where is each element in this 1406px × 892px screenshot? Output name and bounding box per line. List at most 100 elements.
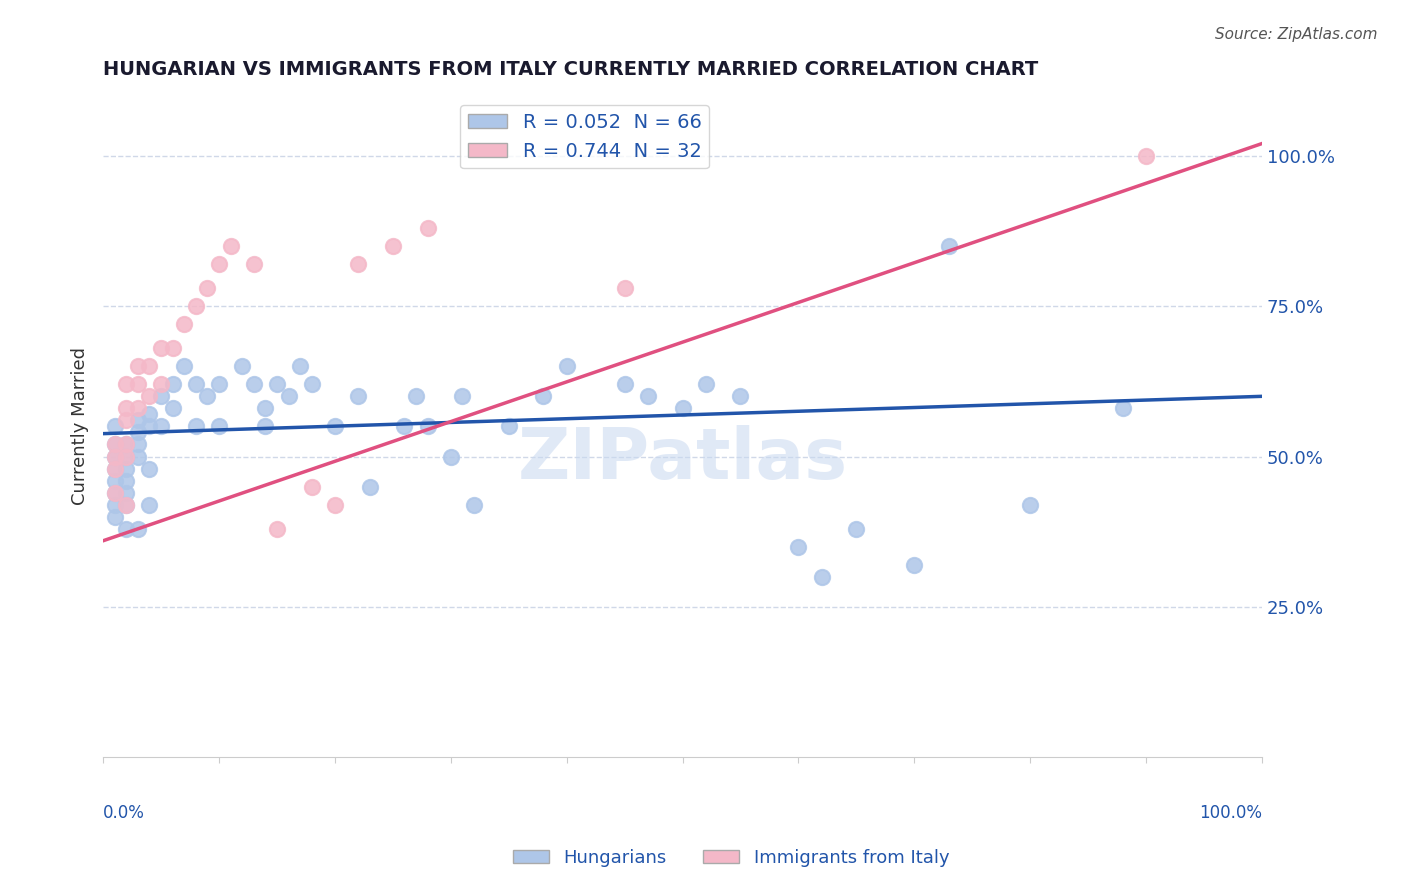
Point — [208, 257, 231, 271]
Point — [555, 359, 578, 374]
Point — [138, 389, 160, 403]
Text: HUNGARIAN VS IMMIGRANTS FROM ITALY CURRENTLY MARRIED CORRELATION CHART: HUNGARIAN VS IMMIGRANTS FROM ITALY CURRE… — [103, 60, 1039, 78]
Point — [845, 522, 868, 536]
Point — [938, 239, 960, 253]
Point — [127, 522, 149, 536]
Point — [115, 498, 138, 512]
Point — [1135, 148, 1157, 162]
Point — [115, 401, 138, 416]
Point — [288, 359, 311, 374]
Point — [208, 419, 231, 434]
Point — [301, 480, 323, 494]
Point — [323, 419, 346, 434]
Point — [138, 461, 160, 475]
Point — [138, 498, 160, 512]
Point — [208, 377, 231, 392]
Point — [405, 389, 427, 403]
Point — [184, 377, 207, 392]
Point — [115, 485, 138, 500]
Point — [104, 461, 127, 475]
Point — [127, 377, 149, 392]
Y-axis label: Currently Married: Currently Married — [72, 347, 89, 506]
Point — [104, 437, 127, 451]
Point — [613, 281, 636, 295]
Point — [347, 257, 370, 271]
Point — [637, 389, 659, 403]
Point — [127, 359, 149, 374]
Point — [150, 341, 173, 355]
Legend: Hungarians, Immigrants from Italy: Hungarians, Immigrants from Italy — [506, 842, 956, 874]
Point — [127, 425, 149, 440]
Point — [104, 485, 127, 500]
Point — [150, 389, 173, 403]
Point — [115, 461, 138, 475]
Point — [1019, 498, 1042, 512]
Point — [127, 401, 149, 416]
Point — [104, 474, 127, 488]
Point — [138, 359, 160, 374]
Point — [104, 498, 127, 512]
Point — [115, 474, 138, 488]
Point — [115, 450, 138, 464]
Point — [242, 377, 264, 392]
Point — [115, 413, 138, 427]
Point — [394, 419, 416, 434]
Point — [104, 450, 127, 464]
Point — [104, 450, 127, 464]
Point — [127, 450, 149, 464]
Point — [115, 437, 138, 451]
Text: 100.0%: 100.0% — [1199, 804, 1263, 822]
Point — [104, 419, 127, 434]
Point — [266, 377, 288, 392]
Point — [184, 419, 207, 434]
Point — [347, 389, 370, 403]
Point — [115, 437, 138, 451]
Point — [440, 450, 463, 464]
Point — [231, 359, 253, 374]
Point — [162, 341, 184, 355]
Point — [671, 401, 693, 416]
Point — [451, 389, 474, 403]
Point — [197, 281, 219, 295]
Point — [301, 377, 323, 392]
Point — [323, 498, 346, 512]
Point — [613, 377, 636, 392]
Point — [104, 485, 127, 500]
Point — [463, 498, 485, 512]
Point — [359, 480, 381, 494]
Point — [150, 419, 173, 434]
Point — [416, 220, 439, 235]
Point — [695, 377, 717, 392]
Point — [138, 408, 160, 422]
Point — [138, 419, 160, 434]
Point — [173, 317, 195, 331]
Point — [730, 389, 752, 403]
Point — [150, 377, 173, 392]
Point — [104, 437, 127, 451]
Point — [104, 509, 127, 524]
Point — [127, 413, 149, 427]
Point — [810, 570, 832, 584]
Point — [115, 498, 138, 512]
Point — [197, 389, 219, 403]
Text: ZIPatlas: ZIPatlas — [517, 425, 848, 494]
Point — [242, 257, 264, 271]
Point — [277, 389, 299, 403]
Legend: R = 0.052  N = 66, R = 0.744  N = 32: R = 0.052 N = 66, R = 0.744 N = 32 — [461, 105, 710, 169]
Point — [254, 401, 277, 416]
Text: Source: ZipAtlas.com: Source: ZipAtlas.com — [1215, 27, 1378, 42]
Point — [115, 522, 138, 536]
Point — [903, 558, 925, 572]
Point — [162, 377, 184, 392]
Point — [498, 419, 520, 434]
Point — [219, 239, 242, 253]
Point — [1112, 401, 1135, 416]
Point — [115, 377, 138, 392]
Point — [162, 401, 184, 416]
Point — [104, 461, 127, 475]
Point — [173, 359, 195, 374]
Point — [127, 437, 149, 451]
Point — [787, 540, 810, 554]
Point — [381, 239, 404, 253]
Point — [266, 522, 288, 536]
